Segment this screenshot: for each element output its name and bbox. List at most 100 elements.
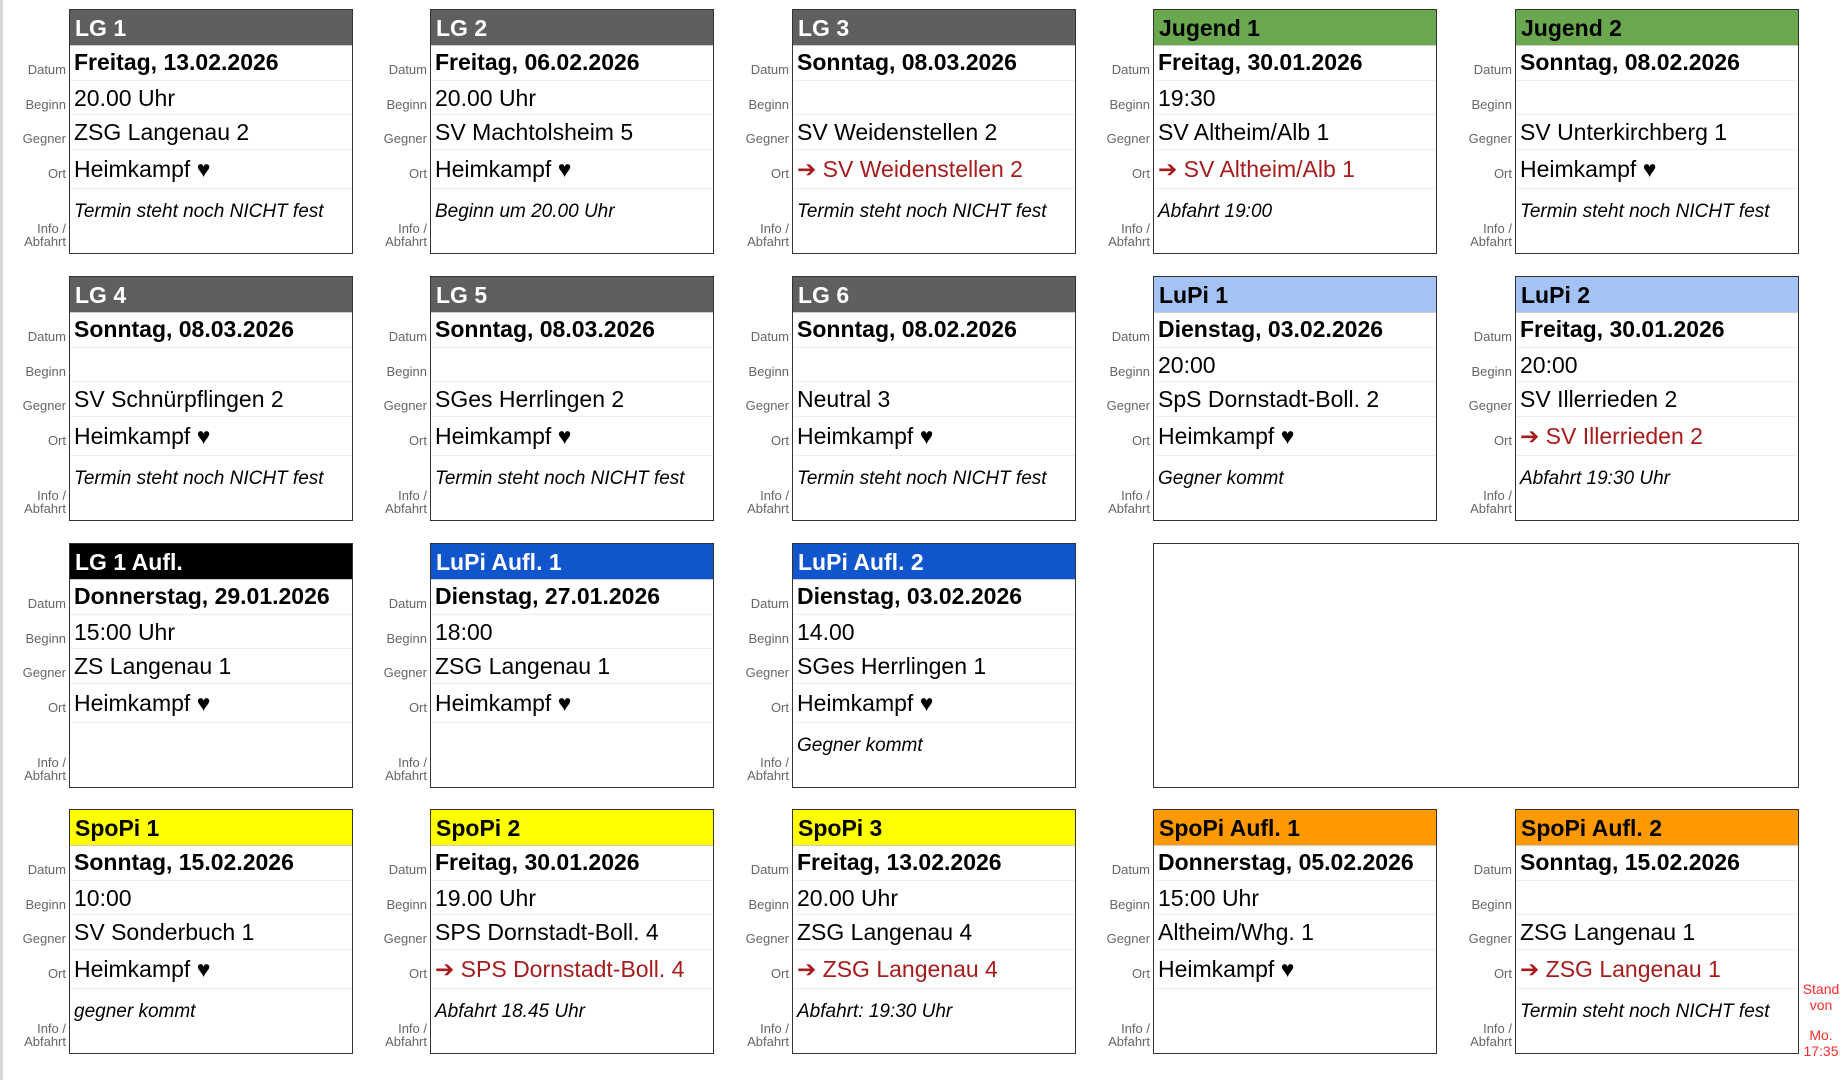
label-datum: Datum [1111,329,1150,344]
label-abfahrt: Abfahrt [747,768,789,783]
info-value: Abfahrt 18.45 Uhr [435,1001,585,1022]
label-info: Info / [37,755,66,770]
label-beginn: Beginn [1109,897,1150,912]
team-header: LuPi 2 [1516,277,1798,313]
label-ort: Ort [408,433,427,448]
label-ort: Ort [1493,166,1512,181]
stand-timestamp: Stand von Mo. 17:35 [1799,981,1843,1059]
label-gegner: Gegner [22,398,66,413]
label-info: Info / [1121,1021,1150,1036]
label-beginn: Beginn [1471,897,1512,912]
info-value: Gegner kommt [797,735,923,756]
datum-value: Sonntag, 08.02.2026 [1516,46,1798,81]
beginn-value: 20.00 Uhr [431,81,713,115]
team-header: LG 5 [431,277,713,313]
empty-card [1153,543,1799,788]
label-info: Info / [1121,221,1150,236]
label-datum: Datum [1473,62,1512,77]
label-beginn: Beginn [1471,364,1512,379]
ort-value: Heimkampf ♥ [70,150,352,189]
label-datum: Datum [27,62,66,77]
info-value: Termin steht noch NICHT fest [797,201,1047,222]
match-card: LuPi Aufl. 1 Dienstag, 27.01.2026 18:00 ZSG… [430,543,714,788]
datum-value: Dienstag, 27.01.2026 [431,580,713,615]
label-beginn: Beginn [25,97,66,112]
info-value: Termin steht noch NICHT fest [1520,1001,1770,1022]
datum-value: Sonntag, 15.02.2026 [1516,846,1798,881]
label-info: Info / [37,221,66,236]
info-value [70,723,352,789]
team-header: Jugend 1 [1154,10,1436,46]
ort-value: Heimkampf ♥ [1154,950,1436,989]
label-ort: Ort [408,700,427,715]
ort-value: Heimkampf ♥ [793,684,1075,723]
label-abfahrt: Abfahrt [1470,501,1512,516]
info-value: gegner kommt [74,1001,196,1022]
ort-value: Heimkampf ♥ [1154,417,1436,456]
label-ort: Ort [408,966,427,981]
label-gegner: Gegner [745,931,789,946]
ort-value: ➔ SV Weidenstellen 2 [793,150,1075,189]
datum-value: Freitag, 13.02.2026 [793,846,1075,881]
label-info: Info / [398,1021,427,1036]
gegner-value: ZSG Langenau 1 [1516,915,1798,950]
label-abfahrt: Abfahrt [1108,234,1150,249]
beginn-value: 10:00 [70,881,352,915]
label-info: Info / [1483,488,1512,503]
label-abfahrt: Abfahrt [1108,1034,1150,1049]
label-abfahrt: Abfahrt [747,1034,789,1049]
match-card: SpoPi 3 Freitag, 13.02.2026 20.00 Uhr ZSG L… [792,809,1076,1054]
datum-value: Donnerstag, 05.02.2026 [1154,846,1436,881]
label-abfahrt: Abfahrt [747,234,789,249]
gegner-value: SV Machtolsheim 5 [431,115,713,150]
gegner-value: SV Weidenstellen 2 [793,115,1075,150]
datum-value: Freitag, 06.02.2026 [431,46,713,81]
match-card: Jugend 1 Freitag, 30.01.2026 19:30 SV Althe… [1153,9,1437,254]
ort-value: Heimkampf ♥ [70,950,352,989]
beginn-value [70,348,352,382]
gegner-value: SV Sonderbuch 1 [70,915,352,950]
label-gegner: Gegner [1468,131,1512,146]
label-gegner: Gegner [22,131,66,146]
label-ort: Ort [47,433,66,448]
label-beginn: Beginn [1109,364,1150,379]
label-beginn: Beginn [748,631,789,646]
label-ort: Ort [47,700,66,715]
label-ort: Ort [47,166,66,181]
gegner-value: SPS Dornstadt-Boll. 4 [431,915,713,950]
info-value: Abfahrt 19:00 [1158,201,1273,222]
label-abfahrt: Abfahrt [1108,501,1150,516]
datum-value: Sonntag, 08.03.2026 [793,46,1075,81]
beginn-value: 20.00 Uhr [70,81,352,115]
label-abfahrt: Abfahrt [24,768,66,783]
match-card: LG 4 Sonntag, 08.03.2026 SV Schnürpflingen… [69,276,353,521]
datum-value: Freitag, 30.01.2026 [1516,313,1798,348]
ort-value: ➔ SV Altheim/Alb 1 [1154,150,1436,189]
gegner-value: SV Schnürpflingen 2 [70,382,352,417]
label-ort: Ort [1493,433,1512,448]
team-header: LG 4 [70,277,352,313]
label-abfahrt: Abfahrt [385,768,427,783]
label-gegner: Gegner [383,931,427,946]
label-info: Info / [37,488,66,503]
gegner-value: ZSG Langenau 4 [793,915,1075,950]
label-gegner: Gegner [1106,931,1150,946]
gegner-value: SGes Herrlingen 1 [793,649,1075,684]
label-gegner: Gegner [1468,931,1512,946]
label-beginn: Beginn [386,631,427,646]
team-header: LG 6 [793,277,1075,313]
datum-value: Sonntag, 08.03.2026 [431,313,713,348]
label-datum: Datum [1473,862,1512,877]
team-header: LuPi Aufl. 1 [431,544,713,580]
ort-value: Heimkampf ♥ [70,684,352,723]
team-header: SpoPi 2 [431,810,713,846]
ort-value: ➔ ZSG Langenau 4 [793,950,1075,989]
beginn-value [793,348,1075,382]
label-info: Info / [37,1021,66,1036]
label-datum: Datum [750,596,789,611]
label-ort: Ort [770,433,789,448]
label-datum: Datum [388,862,427,877]
label-abfahrt: Abfahrt [1470,1034,1512,1049]
gegner-value: Altheim/Whg. 1 [1154,915,1436,950]
team-header: SpoPi Aufl. 2 [1516,810,1798,846]
